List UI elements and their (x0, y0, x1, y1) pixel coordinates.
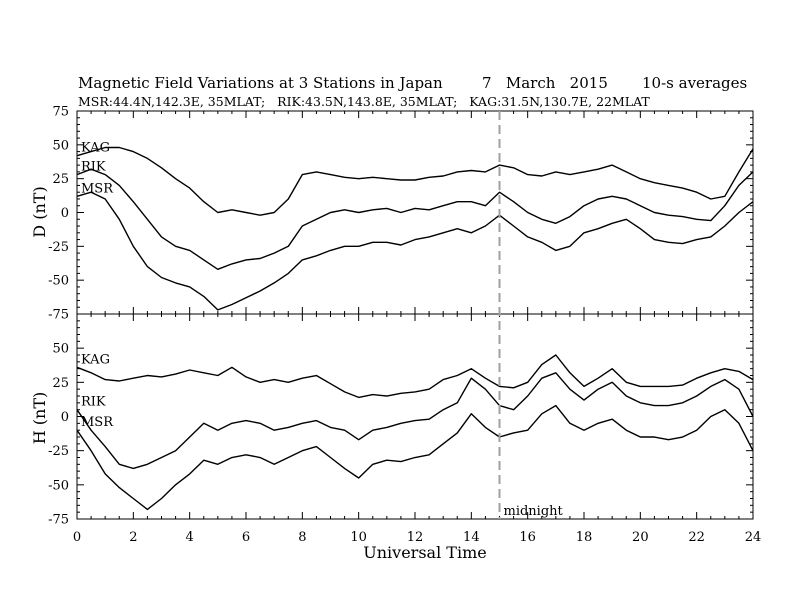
h-ytick-label: -25 (48, 444, 69, 459)
d-panel-ticks: 75 50 25 0 -25 -50 -75 (48, 105, 754, 323)
d-series-kag (76, 146, 754, 216)
d-ytick-label: -75 (48, 308, 69, 323)
d-panel-lines: KAG RIK MSR (76, 141, 754, 311)
h-ytick-label: 50 (52, 342, 69, 357)
x-tick-label: 18 (576, 530, 593, 545)
chart-date: 7 March 2015 (482, 74, 608, 92)
d-series-label-msr: MSR (81, 181, 114, 196)
chart-subtitle: MSR:44.4N,142.3E, 35MLAT; RIK:43.5N,143.… (78, 94, 650, 109)
d-series-msr (76, 191, 754, 311)
x-tick-label: 6 (242, 530, 250, 545)
d-ytick-label: 50 (52, 138, 69, 153)
x-tick-label: 20 (632, 530, 649, 545)
h-panel-ticks: 50 25 0 -25 -50 -75 (48, 314, 754, 528)
x-tick-label: 24 (745, 530, 762, 545)
d-series-label-rik: RIK (81, 160, 106, 175)
x-tick-label: 8 (298, 530, 306, 545)
d-series-label-kag: KAG (81, 141, 110, 156)
h-series-label-kag: KAG (81, 352, 110, 367)
chart-title: Magnetic Field Variations at 3 Stations … (78, 74, 443, 92)
d-ytick-label: -25 (48, 240, 69, 255)
h-panel-lines: KAG RIK MSR (76, 352, 754, 511)
x-axis-ticks: 0 2 4 6 8 10 12 14 16 18 20 22 24 (73, 530, 761, 545)
x-tick-label: 10 (350, 530, 367, 545)
h-axis-title: H (nT) (30, 392, 49, 445)
x-tick-label: 4 (186, 530, 194, 545)
x-tick-label: 22 (688, 530, 705, 545)
d-ytick-label: 0 (61, 206, 69, 221)
d-ytick-label: 75 (52, 105, 69, 120)
x-tick-label: 12 (407, 530, 424, 545)
x-axis-title: Universal Time (363, 543, 486, 562)
h-series-rik (76, 372, 754, 470)
d-axis-title: D (nT) (30, 186, 49, 237)
h-ytick-label: -50 (48, 478, 69, 493)
h-series-kag (76, 354, 754, 399)
d-series-rik (76, 168, 754, 270)
x-tick-label: 14 (463, 530, 480, 545)
h-panel: 50 25 0 -25 -50 -75 KAG RIK MSR H (nT) (30, 313, 754, 528)
x-tick-label: 0 (73, 530, 81, 545)
h-ytick-label: -75 (48, 513, 69, 528)
d-ytick-label: 25 (52, 172, 69, 187)
h-ytick-label: 0 (61, 410, 69, 425)
h-series-label-rik: RIK (81, 395, 106, 410)
d-ytick-label: -50 (48, 274, 69, 289)
chart-averaging: 10-s averages (642, 74, 747, 92)
d-panel: 75 50 25 0 -25 -50 -75 KAG RIK MSR D (nT) (30, 105, 754, 323)
x-tick-label: 2 (129, 530, 137, 545)
x-tick-label: 16 (519, 530, 536, 545)
h-ytick-label: 25 (52, 376, 69, 391)
h-panel-frame (76, 313, 754, 520)
midnight-label: midnight (504, 504, 564, 519)
h-series-label-msr: MSR (81, 415, 114, 430)
h-series-msr (76, 404, 754, 511)
